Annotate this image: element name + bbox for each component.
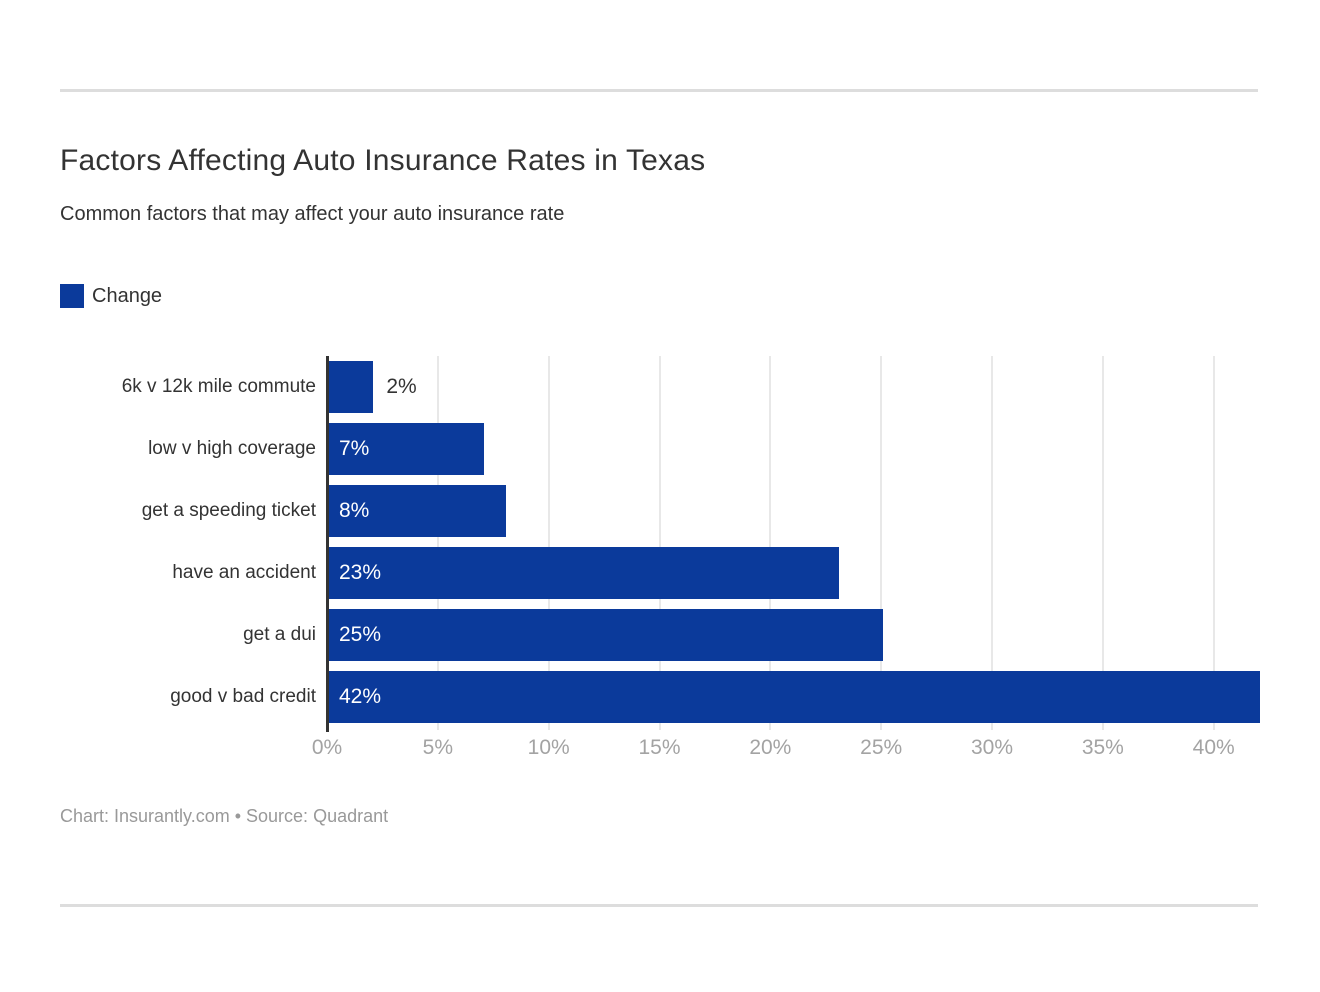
chart-page: Factors Affecting Auto Insurance Rates i…	[60, 0, 1260, 827]
category-row: get a speeding ticket	[60, 480, 327, 542]
x-tick-label: 20%	[749, 736, 792, 759]
bar-value-label: 25%	[339, 623, 382, 646]
chart-title: Factors Affecting Auto Insurance Rates i…	[60, 144, 706, 177]
bar-chart: 6k v 12k mile commute low v high coverage…	[60, 356, 1260, 770]
category-label: get a dui	[243, 624, 316, 646]
category-row: 6k v 12k mile commute	[60, 356, 327, 418]
x-tick-label: 10%	[527, 736, 570, 759]
bar-track: 8%	[327, 480, 1258, 542]
category-row: have an accident	[60, 542, 327, 604]
gridline-35%	[1101, 356, 1104, 730]
bar-value-label: 2%	[386, 375, 417, 398]
gridline-10%	[547, 356, 550, 730]
category-label: have an accident	[172, 562, 316, 584]
bar-get-a-dui: 25%	[329, 609, 884, 661]
x-tick-label: 5%	[422, 736, 453, 759]
top-divider	[60, 89, 1258, 92]
gridline-40%	[1212, 356, 1215, 730]
category-label: good v bad credit	[170, 686, 316, 708]
x-axis: 0% 5% 10% 15% 20% 25% 30% 35% 40%	[312, 736, 1258, 770]
bar-value-label: 7%	[339, 437, 370, 460]
bar-value-label: 8%	[339, 499, 370, 522]
bar-low-v-high-coverage: 7%	[329, 423, 485, 475]
bar-value-label: 23%	[339, 561, 382, 584]
bar-good-v-bad-credit: 42%	[329, 671, 1260, 723]
legend: Change	[60, 284, 1258, 308]
bar-track: 2%	[327, 356, 1258, 418]
x-tick-label: 0%	[311, 736, 343, 759]
legend-swatch-change	[60, 284, 84, 308]
bar-have-an-accident: 23%	[329, 547, 839, 599]
gridline-15%	[658, 356, 661, 730]
bar-track: 23%	[327, 542, 1258, 604]
gridline-25%	[880, 356, 883, 730]
bottom-divider	[60, 904, 1258, 907]
x-tick-label: 25%	[860, 736, 903, 759]
bar-value-label: 42%	[339, 685, 382, 708]
gridline-20%	[769, 356, 772, 730]
x-tick-label: 40%	[1192, 736, 1235, 759]
x-tick-label: 35%	[1081, 736, 1124, 759]
category-row: low v high coverage	[60, 418, 327, 480]
plot-area: 2% 7% 8% 23% 25% 42% 0% 5% 10% 15% 20% 25% 30% 35% 40%	[312, 356, 1260, 770]
bar-6k-v-12k-mile-commute	[329, 361, 374, 413]
legend-label: Change	[92, 284, 163, 307]
y-axis-line	[326, 356, 329, 732]
bar-track: 7%	[327, 418, 1258, 480]
gridline-5%	[436, 356, 439, 730]
category-labels-column: 6k v 12k mile commute low v high coverage…	[60, 356, 327, 770]
category-label: 6k v 12k mile commute	[121, 376, 316, 398]
bar-track: 25%	[327, 604, 1258, 666]
category-label: get a speeding ticket	[141, 500, 316, 522]
category-row: good v bad credit	[60, 666, 327, 728]
x-tick-label: 30%	[970, 736, 1014, 759]
chart-subtitle: Common factors that may affect your auto…	[60, 203, 565, 225]
bar-track: 42%	[327, 666, 1260, 728]
bar-get-a-speeding-ticket: 8%	[329, 485, 507, 537]
x-tick-label: 15%	[638, 736, 681, 759]
category-label: low v high coverage	[148, 438, 316, 460]
gridline-30%	[991, 356, 993, 730]
chart-footer-attribution: Chart: Insurantly.com • Source: Quadrant	[60, 806, 389, 826]
category-row: get a dui	[60, 604, 327, 666]
